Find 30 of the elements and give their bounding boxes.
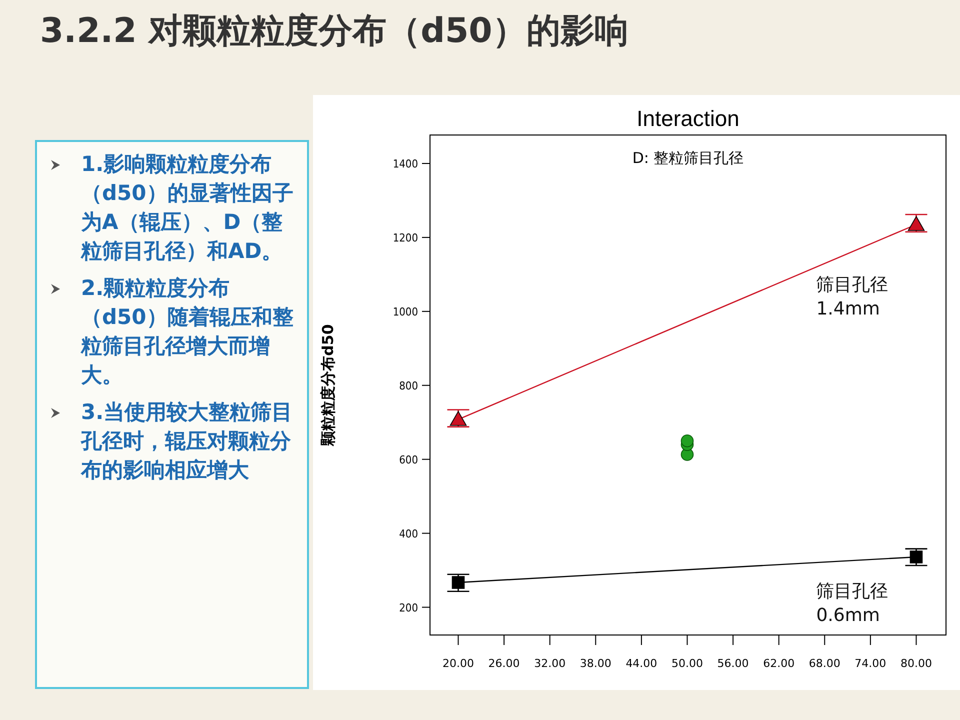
point bbox=[910, 550, 923, 564]
x-tick-label: 80.00 bbox=[900, 657, 932, 670]
y-axis-title: 颗粒粒度分布d50 bbox=[319, 324, 337, 447]
x-tick-label: 68.00 bbox=[808, 657, 840, 670]
text: 2.颗粒粒度分布（d50）随着辊压和整粒筛目孔径增大而增大。 bbox=[81, 276, 294, 387]
legend-title: D: 整粒筛目孔径 bbox=[632, 149, 744, 167]
point bbox=[452, 576, 465, 589]
x-tick-label: 38.00 bbox=[580, 657, 612, 670]
chart-title: 3.2.2 对颗粒粒度分布（d50）的影响 bbox=[40, 10, 630, 53]
y-tick-label: 1000 bbox=[392, 305, 418, 318]
x-tick-label: 56.00 bbox=[717, 657, 749, 670]
series-label: 筛目孔径 0.6mm bbox=[816, 581, 888, 626]
x-tick-label: 62.00 bbox=[763, 657, 795, 670]
y-tick-label: 600 bbox=[399, 453, 418, 466]
y-tick-label: 1200 bbox=[392, 231, 418, 244]
x-tick-label: 50.00 bbox=[671, 657, 703, 670]
x-tick-label: 26.00 bbox=[488, 657, 520, 670]
text: 1.影响颗粒粒度分布（d50）的显著性因子为A（辊压）、D（整粒筛目孔径）和AD。 bbox=[81, 152, 294, 263]
point bbox=[680, 434, 694, 448]
y-tick-label: 200 bbox=[399, 601, 418, 614]
y-tick-label: 400 bbox=[399, 527, 418, 540]
x-tick-label: 44.00 bbox=[626, 657, 658, 670]
series-label: 筛目孔径 1.4mm bbox=[816, 274, 888, 320]
y-tick-label: 800 bbox=[399, 379, 418, 392]
y-tick-label: 1400 bbox=[392, 157, 418, 170]
text: 3.当使用较大整粒筛目孔径时，辊压对颗粒分布的影响相应增大 bbox=[81, 400, 293, 482]
x-tick-label: 32.00 bbox=[534, 657, 566, 670]
x-tick-label: 20.00 bbox=[442, 657, 474, 670]
chart-subtitle: Interaction bbox=[636, 106, 740, 131]
x-tick-label: 74.00 bbox=[854, 657, 886, 670]
